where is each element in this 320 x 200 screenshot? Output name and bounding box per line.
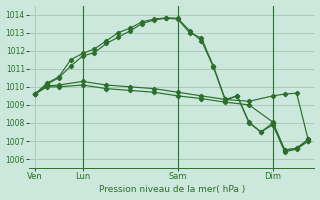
X-axis label: Pression niveau de la mer( hPa ): Pression niveau de la mer( hPa ) bbox=[99, 185, 245, 194]
